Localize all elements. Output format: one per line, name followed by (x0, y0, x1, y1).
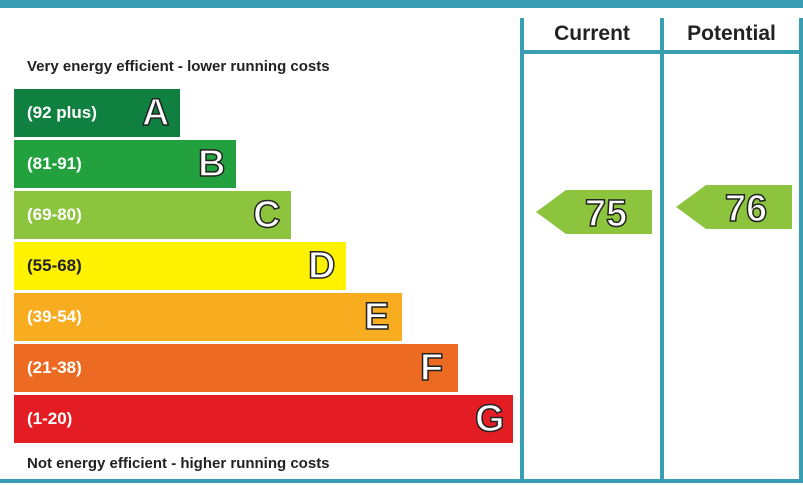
band-letter: A (141, 91, 170, 135)
band-letter: D (307, 244, 336, 288)
divider-left (520, 18, 524, 480)
band-b: (81-91) B (14, 140, 236, 188)
divider-right (799, 18, 803, 480)
band-letter: F (419, 346, 444, 390)
current-column-header: Current (554, 22, 630, 45)
bottom-note: Not energy efficient - higher running co… (27, 455, 330, 472)
potential-score-arrow: 76 (676, 185, 792, 231)
top-note: Very energy efficient - lower running co… (27, 58, 330, 75)
band-a: (92 plus) A (14, 89, 180, 137)
header-underline (520, 50, 803, 54)
current-score-arrow: 75 (536, 190, 652, 236)
band-letter: E (363, 295, 390, 339)
band-e: (39-54) E (14, 293, 402, 341)
band-g: (1-20) G (14, 395, 513, 443)
band-range-label: (39-54) (27, 307, 82, 326)
band-letter: G (474, 397, 505, 441)
band-c: (69-80) C (14, 191, 291, 239)
band-range-label: (55-68) (27, 256, 82, 275)
band-range-label: (81-91) (27, 154, 82, 173)
band-f: (21-38) F (14, 344, 458, 392)
current-score-value: 75 (585, 193, 627, 235)
potential-column-header: Potential (687, 22, 776, 45)
top-border (0, 0, 803, 8)
band-range-label: (1-20) (27, 409, 73, 428)
current-score-shape (536, 190, 652, 234)
band-d: (55-68) D (14, 242, 346, 290)
bottom-border (0, 479, 803, 483)
divider-middle (660, 18, 664, 480)
band-range-label: (92 plus) (27, 103, 97, 122)
band-letter: C (252, 193, 281, 237)
band-letter: B (197, 142, 226, 186)
band-range-label: (69-80) (27, 205, 82, 224)
band-range-label: (21-38) (27, 358, 82, 377)
potential-score-value: 76 (725, 188, 767, 230)
potential-score-shape (676, 185, 792, 229)
